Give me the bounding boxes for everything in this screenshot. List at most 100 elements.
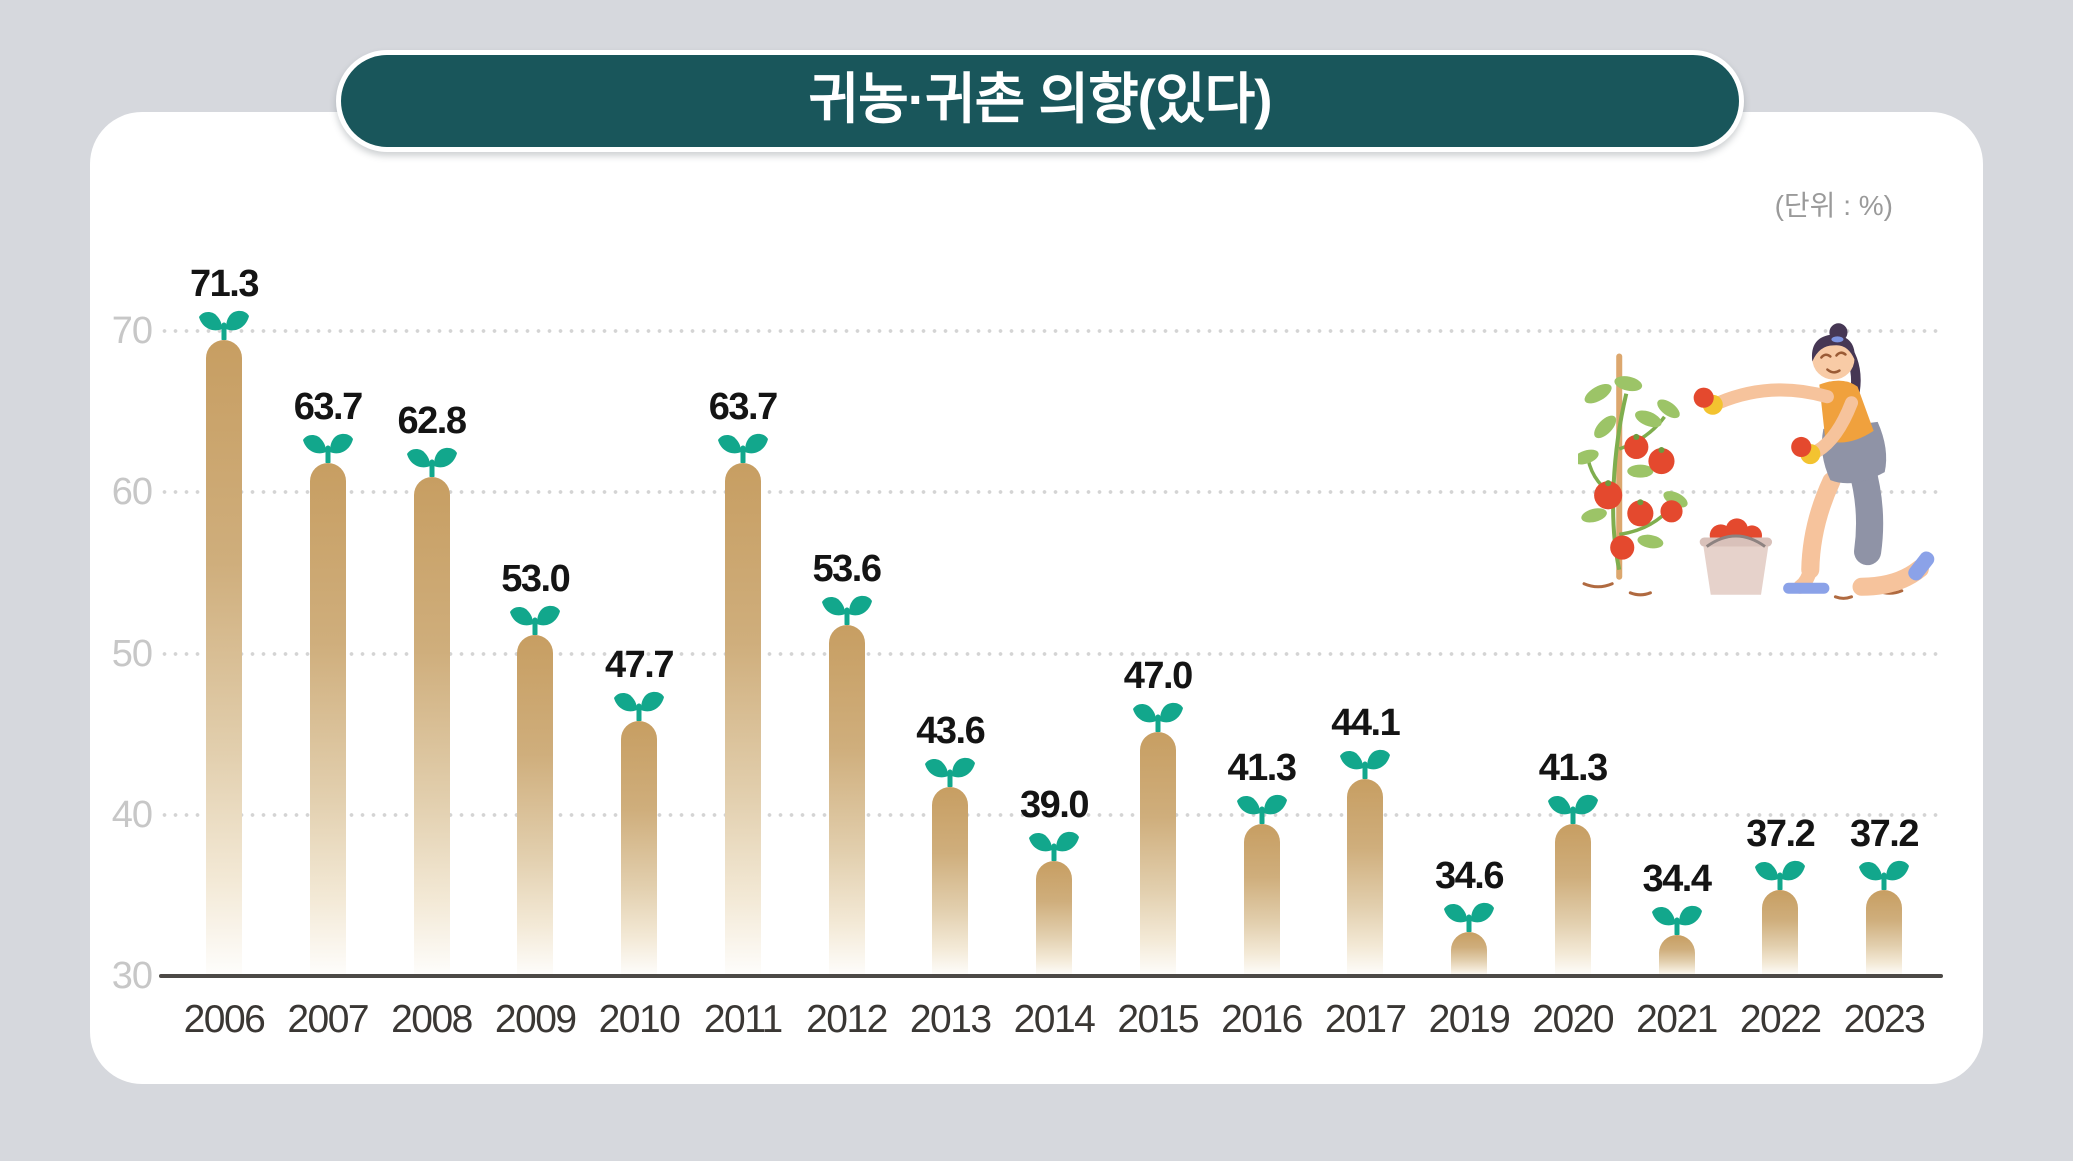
sprout-icon (1444, 902, 1494, 932)
bar (828, 625, 865, 976)
chart-title: 귀농·귀촌 의향(있다) (808, 67, 1272, 130)
bar-group: 39.0 (999, 786, 1109, 976)
chart-area: 30 40 50 60 70 71.3 2006 63.7 2007 62.8 2008 53.… (90, 112, 1983, 1084)
sprout-icon (614, 691, 664, 721)
x-tick-label: 2019 (1428, 998, 1511, 1041)
bar-value-label: 44.1 (1331, 701, 1400, 744)
bar-group: 71.3 (169, 265, 279, 976)
bar (724, 462, 761, 976)
y-tick-label: 40 (111, 793, 153, 836)
bar (1554, 823, 1591, 976)
y-tick-label: 70 (111, 310, 153, 352)
x-tick-label: 2006 (183, 998, 266, 1041)
bar (517, 635, 554, 976)
y-tick-label: 50 (111, 632, 153, 675)
sprout-icon (199, 310, 249, 341)
x-tick-label: 2023 (1843, 998, 1926, 1041)
bar-group: 47.7 (584, 646, 694, 976)
bar-group: 63.7 (688, 388, 798, 976)
bar (621, 720, 657, 976)
bar-value-label: 53.6 (812, 548, 882, 591)
bar-value-label: 41.3 (1538, 746, 1608, 789)
bar-value-label: 43.6 (916, 709, 985, 752)
x-tick-label: 2010 (598, 998, 681, 1041)
sprout-icon (1132, 702, 1183, 732)
x-tick-label: 2017 (1324, 998, 1407, 1041)
sprout-icon (1651, 905, 1702, 936)
bar-group: 53.0 (480, 560, 590, 976)
x-tick-label: 2012 (806, 998, 888, 1041)
bar-value-label: 34.6 (1435, 854, 1504, 897)
bar-value-label: 37.2 (1850, 812, 1919, 855)
sprout-icon (302, 433, 353, 463)
bar-group: 41.3 (1207, 749, 1317, 976)
bar-group: 37.2 (1725, 815, 1835, 976)
bar-group: 34.4 (1622, 860, 1732, 976)
x-tick-label: 2020 (1532, 998, 1614, 1041)
chart-card: (단위 : %) 30 40 50 60 70 71.3 2006 63.7 2007 62.… (90, 112, 1983, 1084)
sprout-icon (1755, 860, 1806, 890)
bar-group: 62.8 (377, 402, 487, 976)
bar (1139, 731, 1176, 976)
bar-value-label: 53.0 (501, 558, 570, 601)
bar-group: 47.0 (1103, 657, 1213, 976)
bar-value-label: 47.0 (1123, 654, 1193, 697)
bar (1866, 889, 1902, 976)
bar-value-label: 34.4 (1642, 858, 1712, 901)
bar (206, 340, 242, 976)
bar (1451, 931, 1487, 976)
gridline (159, 329, 1943, 333)
unit-label: (단위 : %) (1774, 190, 1893, 221)
sprout-icon (821, 596, 872, 626)
y-tick-label: 30 (111, 955, 153, 997)
x-tick-label: 2013 (909, 998, 992, 1041)
bar-group: 41.3 (1518, 749, 1628, 976)
gridline (159, 812, 1943, 817)
bar (1347, 778, 1384, 976)
sprout-icon (510, 605, 561, 636)
sprout-icon (406, 447, 457, 478)
x-tick-label: 2014 (1013, 998, 1096, 1041)
bar-value-label: 47.7 (605, 643, 674, 686)
bar (309, 462, 346, 976)
gridline (159, 490, 1943, 495)
x-tick-label: 2015 (1117, 998, 1199, 1041)
bar-value-label: 41.3 (1227, 746, 1297, 789)
bar (1243, 823, 1280, 976)
bar-value-label: 63.7 (708, 385, 778, 428)
bar-group: 63.7 (273, 388, 383, 976)
sprout-icon (1547, 794, 1598, 824)
bar-value-label: 37.2 (1746, 812, 1815, 855)
x-tick-label: 2008 (391, 998, 473, 1041)
bar-group: 37.2 (1829, 815, 1939, 976)
sprout-icon (717, 433, 768, 463)
bar (1658, 935, 1695, 976)
tomato-harvest-illustration (1578, 323, 1935, 600)
title-banner: 귀농·귀촌 의향(있다) (336, 50, 1744, 152)
bar (1036, 860, 1072, 976)
bar (413, 477, 450, 976)
x-axis-line (159, 974, 1943, 978)
x-tick-label: 2021 (1636, 998, 1718, 1041)
x-tick-label: 2011 (703, 998, 783, 1041)
bar-value-label: 39.0 (1020, 783, 1089, 826)
bar (932, 786, 969, 976)
sprout-icon (1029, 831, 1079, 861)
sprout-icon (1340, 749, 1391, 779)
bar-group: 43.6 (895, 712, 1005, 976)
x-tick-label: 2022 (1739, 998, 1822, 1041)
bar-group: 44.1 (1310, 704, 1420, 976)
x-tick-label: 2016 (1221, 998, 1303, 1041)
sprout-icon (1236, 794, 1287, 824)
x-tick-label: 2009 (494, 998, 577, 1041)
bar-value-label: 62.8 (397, 400, 467, 443)
bar-value-label: 71.3 (190, 263, 259, 306)
bar (1762, 889, 1799, 976)
sprout-icon (925, 757, 976, 787)
gridline (159, 651, 1943, 656)
y-tick-label: 60 (111, 471, 153, 514)
bar-group: 34.6 (1414, 857, 1524, 976)
bar-value-label: 63.7 (293, 385, 363, 428)
sprout-icon (1859, 860, 1909, 890)
